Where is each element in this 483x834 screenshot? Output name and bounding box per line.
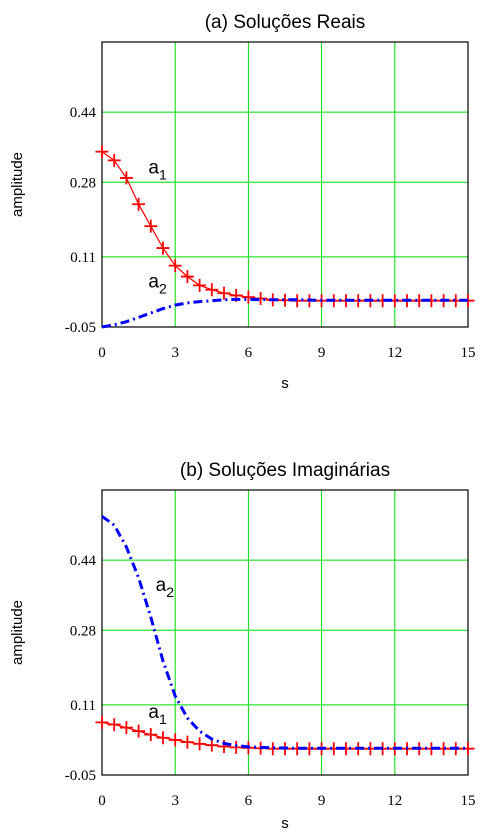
y-tick-label: 0.44 — [70, 553, 97, 569]
chart-title: (b) Soluções Imaginárias — [180, 460, 390, 481]
data-point-a1 — [205, 283, 219, 297]
data-point-a1 — [156, 731, 170, 745]
annotation-subscript: 1 — [159, 167, 167, 183]
data-point-a1 — [144, 219, 158, 233]
chart-title: (a) Soluções Reais — [205, 12, 366, 33]
y-tick-label: -0.05 — [65, 768, 96, 784]
data-point-a1 — [144, 728, 158, 742]
x-tick-label: 0 — [98, 793, 106, 809]
data-point-a1 — [156, 241, 170, 255]
annotation-subscript: 2 — [159, 281, 167, 297]
x-tick-label: 6 — [245, 793, 253, 809]
plot-frame — [101, 41, 469, 328]
annotation-main: a — [148, 158, 159, 179]
x-tick-label: 15 — [461, 345, 476, 361]
series-line-a2 — [101, 297, 468, 329]
x-axis-label: s — [281, 815, 289, 832]
data-point-a1 — [132, 724, 146, 738]
data-point-a1 — [229, 740, 243, 754]
data-point-a1 — [180, 270, 194, 284]
annotation-label: a2 — [156, 575, 175, 600]
x-axis-label: s — [281, 375, 289, 392]
series-a2 — [101, 297, 468, 329]
annotation-main: a — [148, 272, 159, 293]
x-tick-label: 12 — [387, 345, 402, 361]
plot-frame — [101, 489, 469, 776]
data-point-a1 — [95, 145, 109, 159]
y-tick-label: 0.28 — [70, 623, 96, 639]
data-point-a1 — [217, 286, 231, 300]
data-point-a1 — [95, 715, 109, 729]
x-tick-label: 6 — [245, 345, 253, 361]
annotation-subscript: 2 — [166, 584, 174, 600]
data-point-a1 — [193, 278, 207, 292]
x-tick-label: 12 — [387, 793, 402, 809]
annotation-main: a — [156, 575, 167, 596]
data-point-a1 — [107, 153, 121, 167]
x-tick-label: 9 — [318, 345, 326, 361]
y-axis-label: amplitude — [9, 600, 26, 665]
x-tick-label: 15 — [461, 793, 476, 809]
annotation-label: a2 — [148, 272, 167, 297]
x-tick-label: 3 — [171, 345, 179, 361]
data-point-a1 — [119, 721, 133, 735]
y-tick-label: 0.28 — [70, 175, 96, 191]
data-point-a1 — [132, 197, 146, 211]
x-tick-label: 9 — [318, 793, 326, 809]
data-point-a1 — [107, 718, 121, 732]
data-point-a1 — [168, 733, 182, 747]
data-point-a1 — [168, 259, 182, 273]
y-tick-label: 0.44 — [70, 105, 97, 121]
y-tick-label: 0.11 — [70, 250, 96, 266]
data-point-a1 — [180, 735, 194, 749]
annotation-main: a — [148, 702, 159, 723]
y-tick-label: -0.05 — [65, 320, 96, 336]
data-point-a1 — [205, 738, 219, 752]
y-axis-label: amplitude — [9, 152, 26, 217]
data-point-a1 — [119, 171, 133, 185]
data-point-a1 — [193, 737, 207, 751]
annotation-label: a1 — [148, 158, 167, 183]
annotation-label: a1 — [148, 702, 167, 727]
y-tick-label: 0.11 — [70, 698, 96, 714]
x-tick-label: 0 — [98, 345, 106, 361]
x-tick-label: 3 — [171, 793, 179, 809]
annotation-subscript: 1 — [159, 711, 167, 727]
series-a2 — [101, 515, 468, 750]
series-line-a2 — [101, 515, 468, 750]
data-point-a1 — [241, 290, 255, 304]
